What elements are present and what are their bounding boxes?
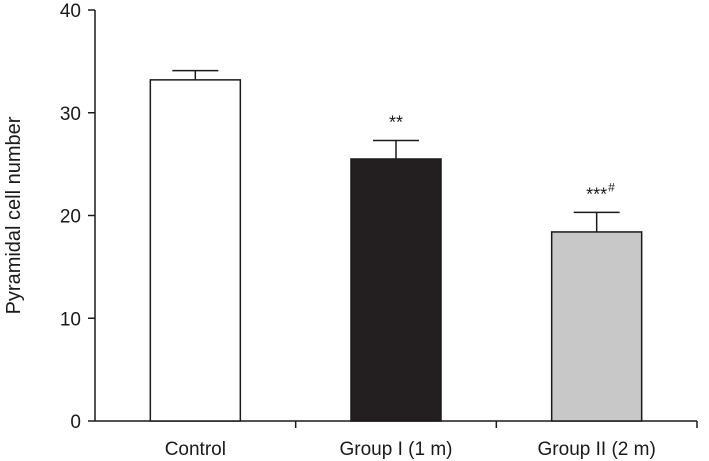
bars xyxy=(149,69,643,422)
significance-superscript: # xyxy=(608,180,615,194)
significance-marker: ** xyxy=(389,112,403,132)
y-tick-label: 20 xyxy=(60,207,81,228)
bar-3 xyxy=(550,231,643,422)
y-tick-label: 0 xyxy=(70,412,81,433)
x-tick-label: Group II (2 m) xyxy=(538,439,656,460)
y-tick-label: 10 xyxy=(60,309,81,330)
x-tick-label: Group I (1 m) xyxy=(340,439,453,460)
x-tick-label: Control xyxy=(165,439,226,460)
y-tick-label: 30 xyxy=(60,104,81,125)
bar-1 xyxy=(149,79,242,422)
bar-2 xyxy=(350,158,442,422)
significance-marker: *** xyxy=(586,184,607,204)
tick-labels: 0 10 20 30 40 Control Group I (1 m) Group II (2… xyxy=(60,1,656,460)
y-axis-title: Pyramidal cell number xyxy=(3,116,25,314)
y-tick-label: 40 xyxy=(60,1,81,22)
